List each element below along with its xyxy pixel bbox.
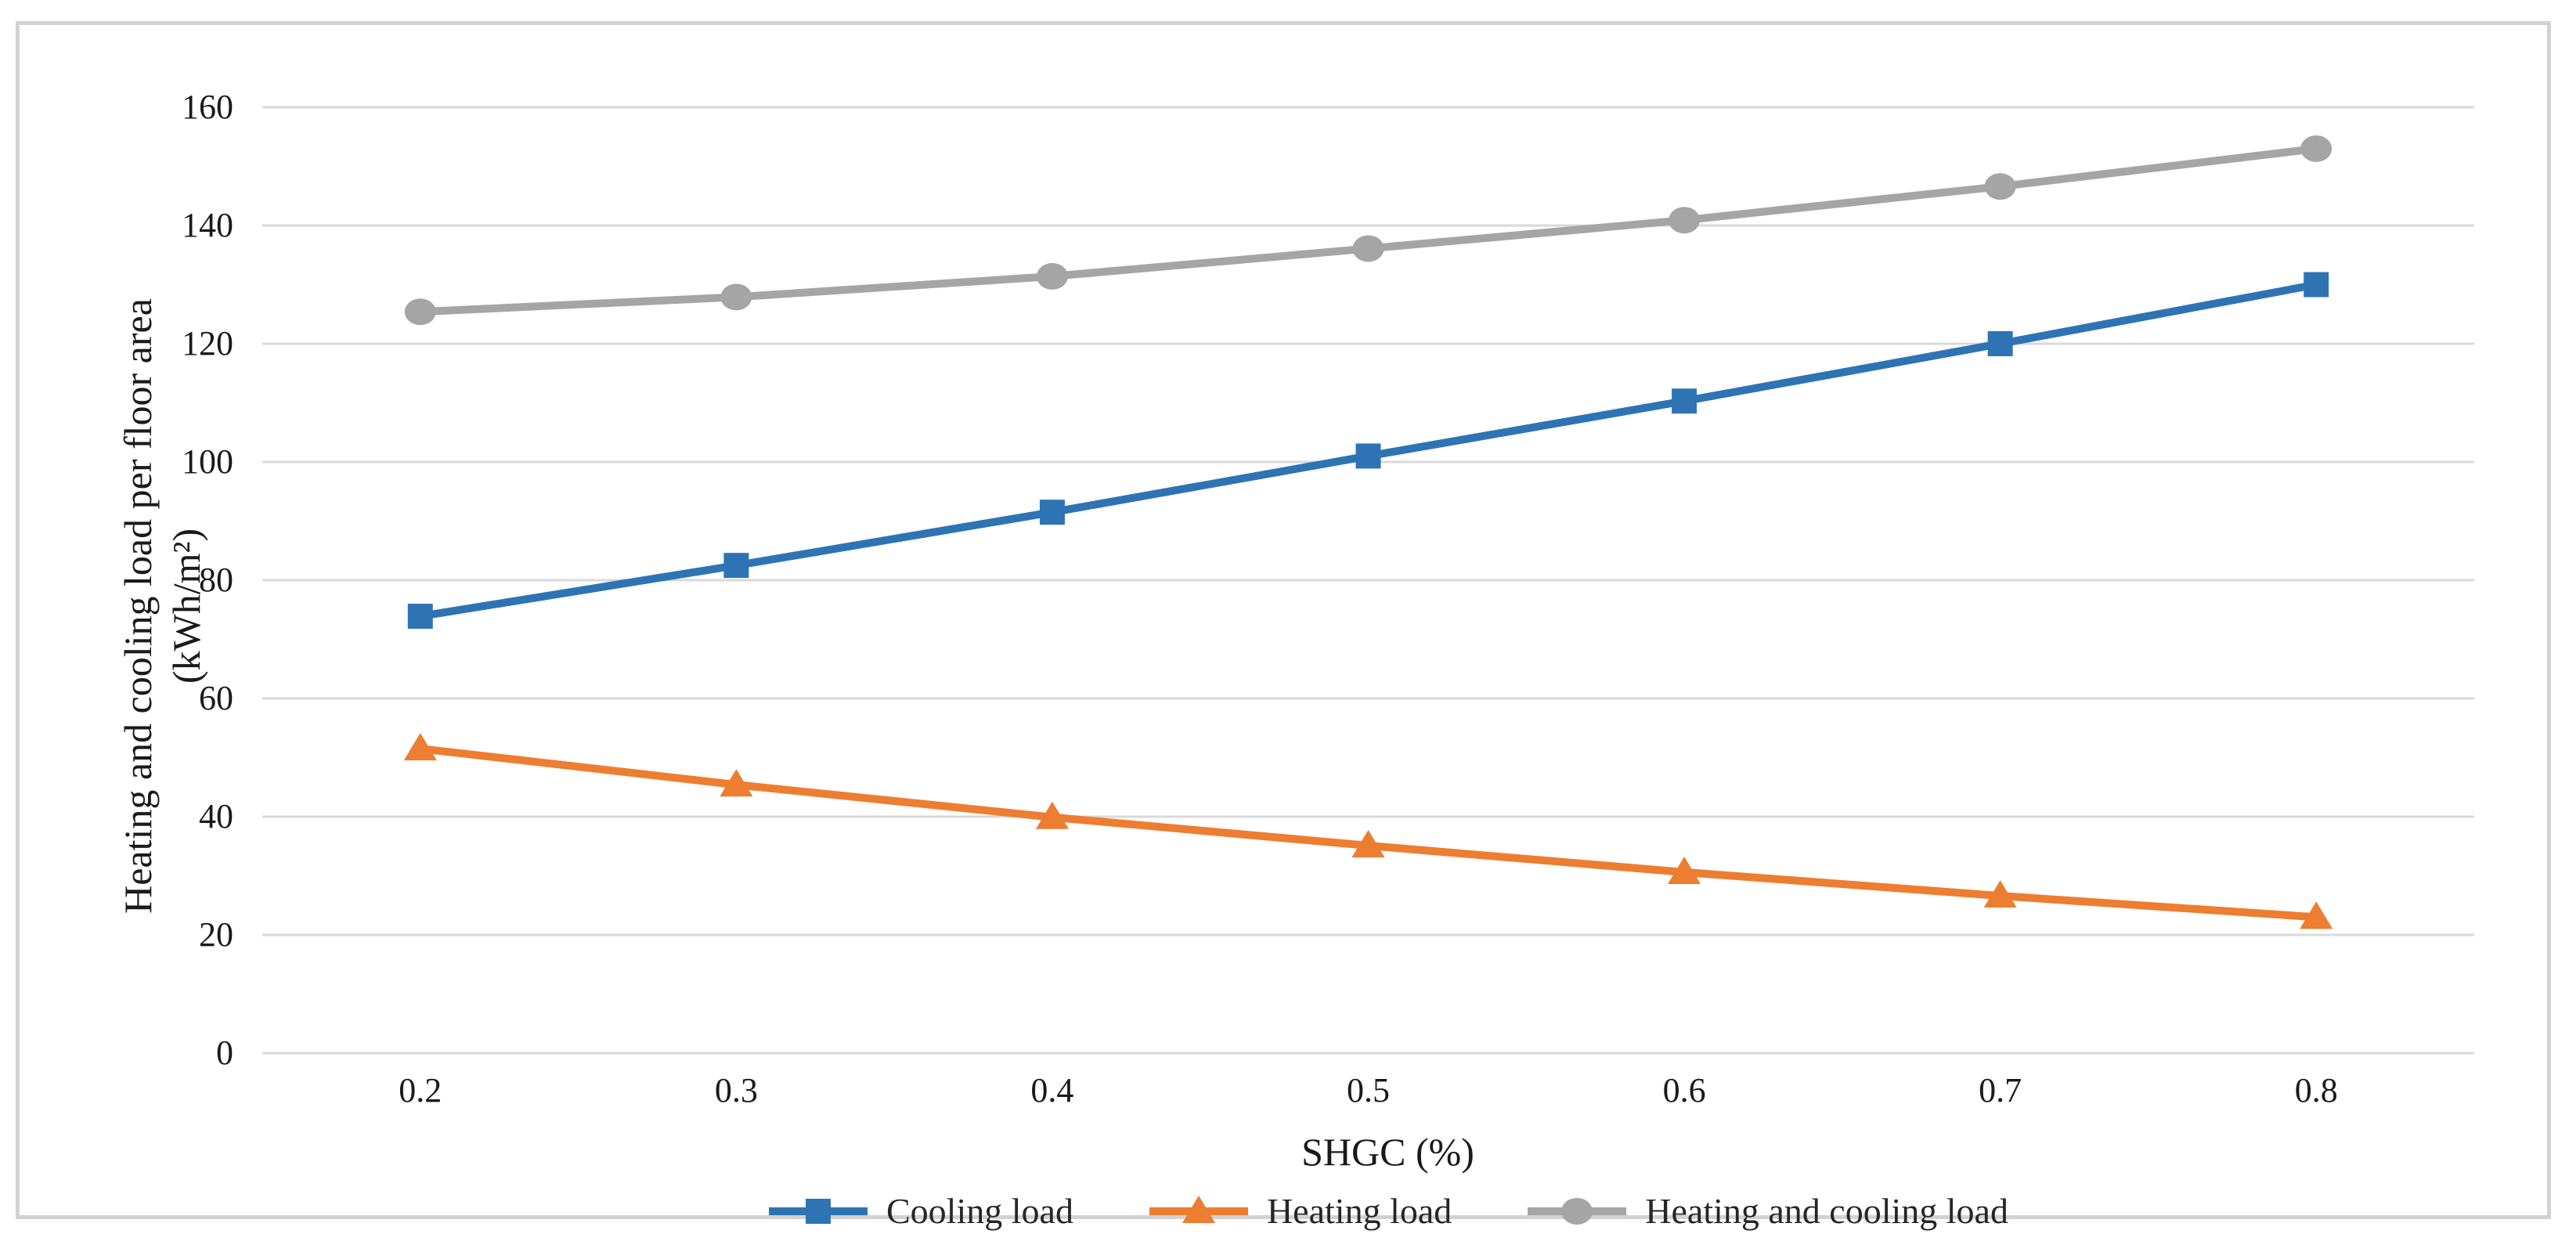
square-legend-marker-icon [769, 1198, 868, 1224]
legend-label: Cooling load [886, 1191, 1073, 1231]
marker-heating-and-cooling-load [2300, 135, 2332, 162]
figure-frame: Heating and cooling load per floor area … [16, 21, 2551, 1231]
y-tick-label: 60 [199, 679, 233, 717]
y-tick-label: 0 [216, 1034, 233, 1072]
x-tick-label: 0.8 [2295, 1071, 2338, 1109]
x-tick-label: 0.5 [1347, 1071, 1390, 1109]
y-tick-label: 120 [182, 324, 233, 363]
triangle-legend-marker-icon [1149, 1195, 1248, 1223]
y-tick-label: 160 [182, 88, 233, 126]
legend-item-cooling-load: Cooling load [767, 1190, 1073, 1232]
x-tick-label: 0.3 [715, 1071, 758, 1109]
legend: Cooling load Heating load Heating and cool… [282, 1190, 2494, 1232]
legend-label: Heating and cooling load [1645, 1191, 2008, 1231]
marker-cooling-load [1672, 388, 1697, 414]
marker-heating-load [1351, 829, 1385, 857]
x-tick-label: 0.6 [1663, 1071, 1706, 1109]
x-tick-label: 0.2 [399, 1071, 442, 1109]
marker-heating-load [1035, 801, 1069, 829]
marker-cooling-load [1039, 500, 1065, 525]
circle-legend-marker-icon [1528, 1197, 1627, 1225]
y-tick-label: 140 [182, 206, 233, 244]
marker-cooling-load [407, 604, 433, 630]
y-tick-label: 40 [199, 797, 233, 835]
x-tick-label: 0.7 [1979, 1071, 2022, 1109]
y-tick-label: 100 [182, 442, 233, 481]
marker-heating-and-cooling-load [404, 298, 436, 326]
marker-cooling-load [723, 553, 749, 579]
marker-heating-load [1983, 880, 2017, 908]
legend-item-heating-load: Heating load [1148, 1190, 1452, 1232]
marker-heating-and-cooling-load [1036, 262, 1068, 290]
marker-cooling-load [2304, 272, 2329, 298]
legend-label: Heating load [1266, 1191, 1452, 1231]
marker-heating-and-cooling-load [1352, 235, 1384, 262]
marker-cooling-load [1355, 443, 1381, 469]
legend-item-heating-and-cooling-load: Heating and cooling load [1526, 1190, 2008, 1232]
marker-heating-and-cooling-load [720, 283, 752, 311]
x-axis-title: SHGC (%) [1301, 1130, 1474, 1174]
marker-heating-load [720, 769, 753, 797]
y-tick-label: 20 [199, 915, 233, 954]
marker-cooling-load [1987, 331, 2013, 356]
marker-heating-load [1668, 856, 1701, 884]
marker-heating-load [403, 733, 437, 761]
marker-heating-load [2300, 901, 2333, 929]
x-tick-label: 0.4 [1030, 1071, 1073, 1109]
y-tick-label: 80 [199, 561, 233, 599]
marker-heating-and-cooling-load [1984, 173, 2016, 200]
series-line-heating-and-cooling-load [416, 144, 2321, 316]
marker-heating-and-cooling-load [1669, 207, 1701, 234]
